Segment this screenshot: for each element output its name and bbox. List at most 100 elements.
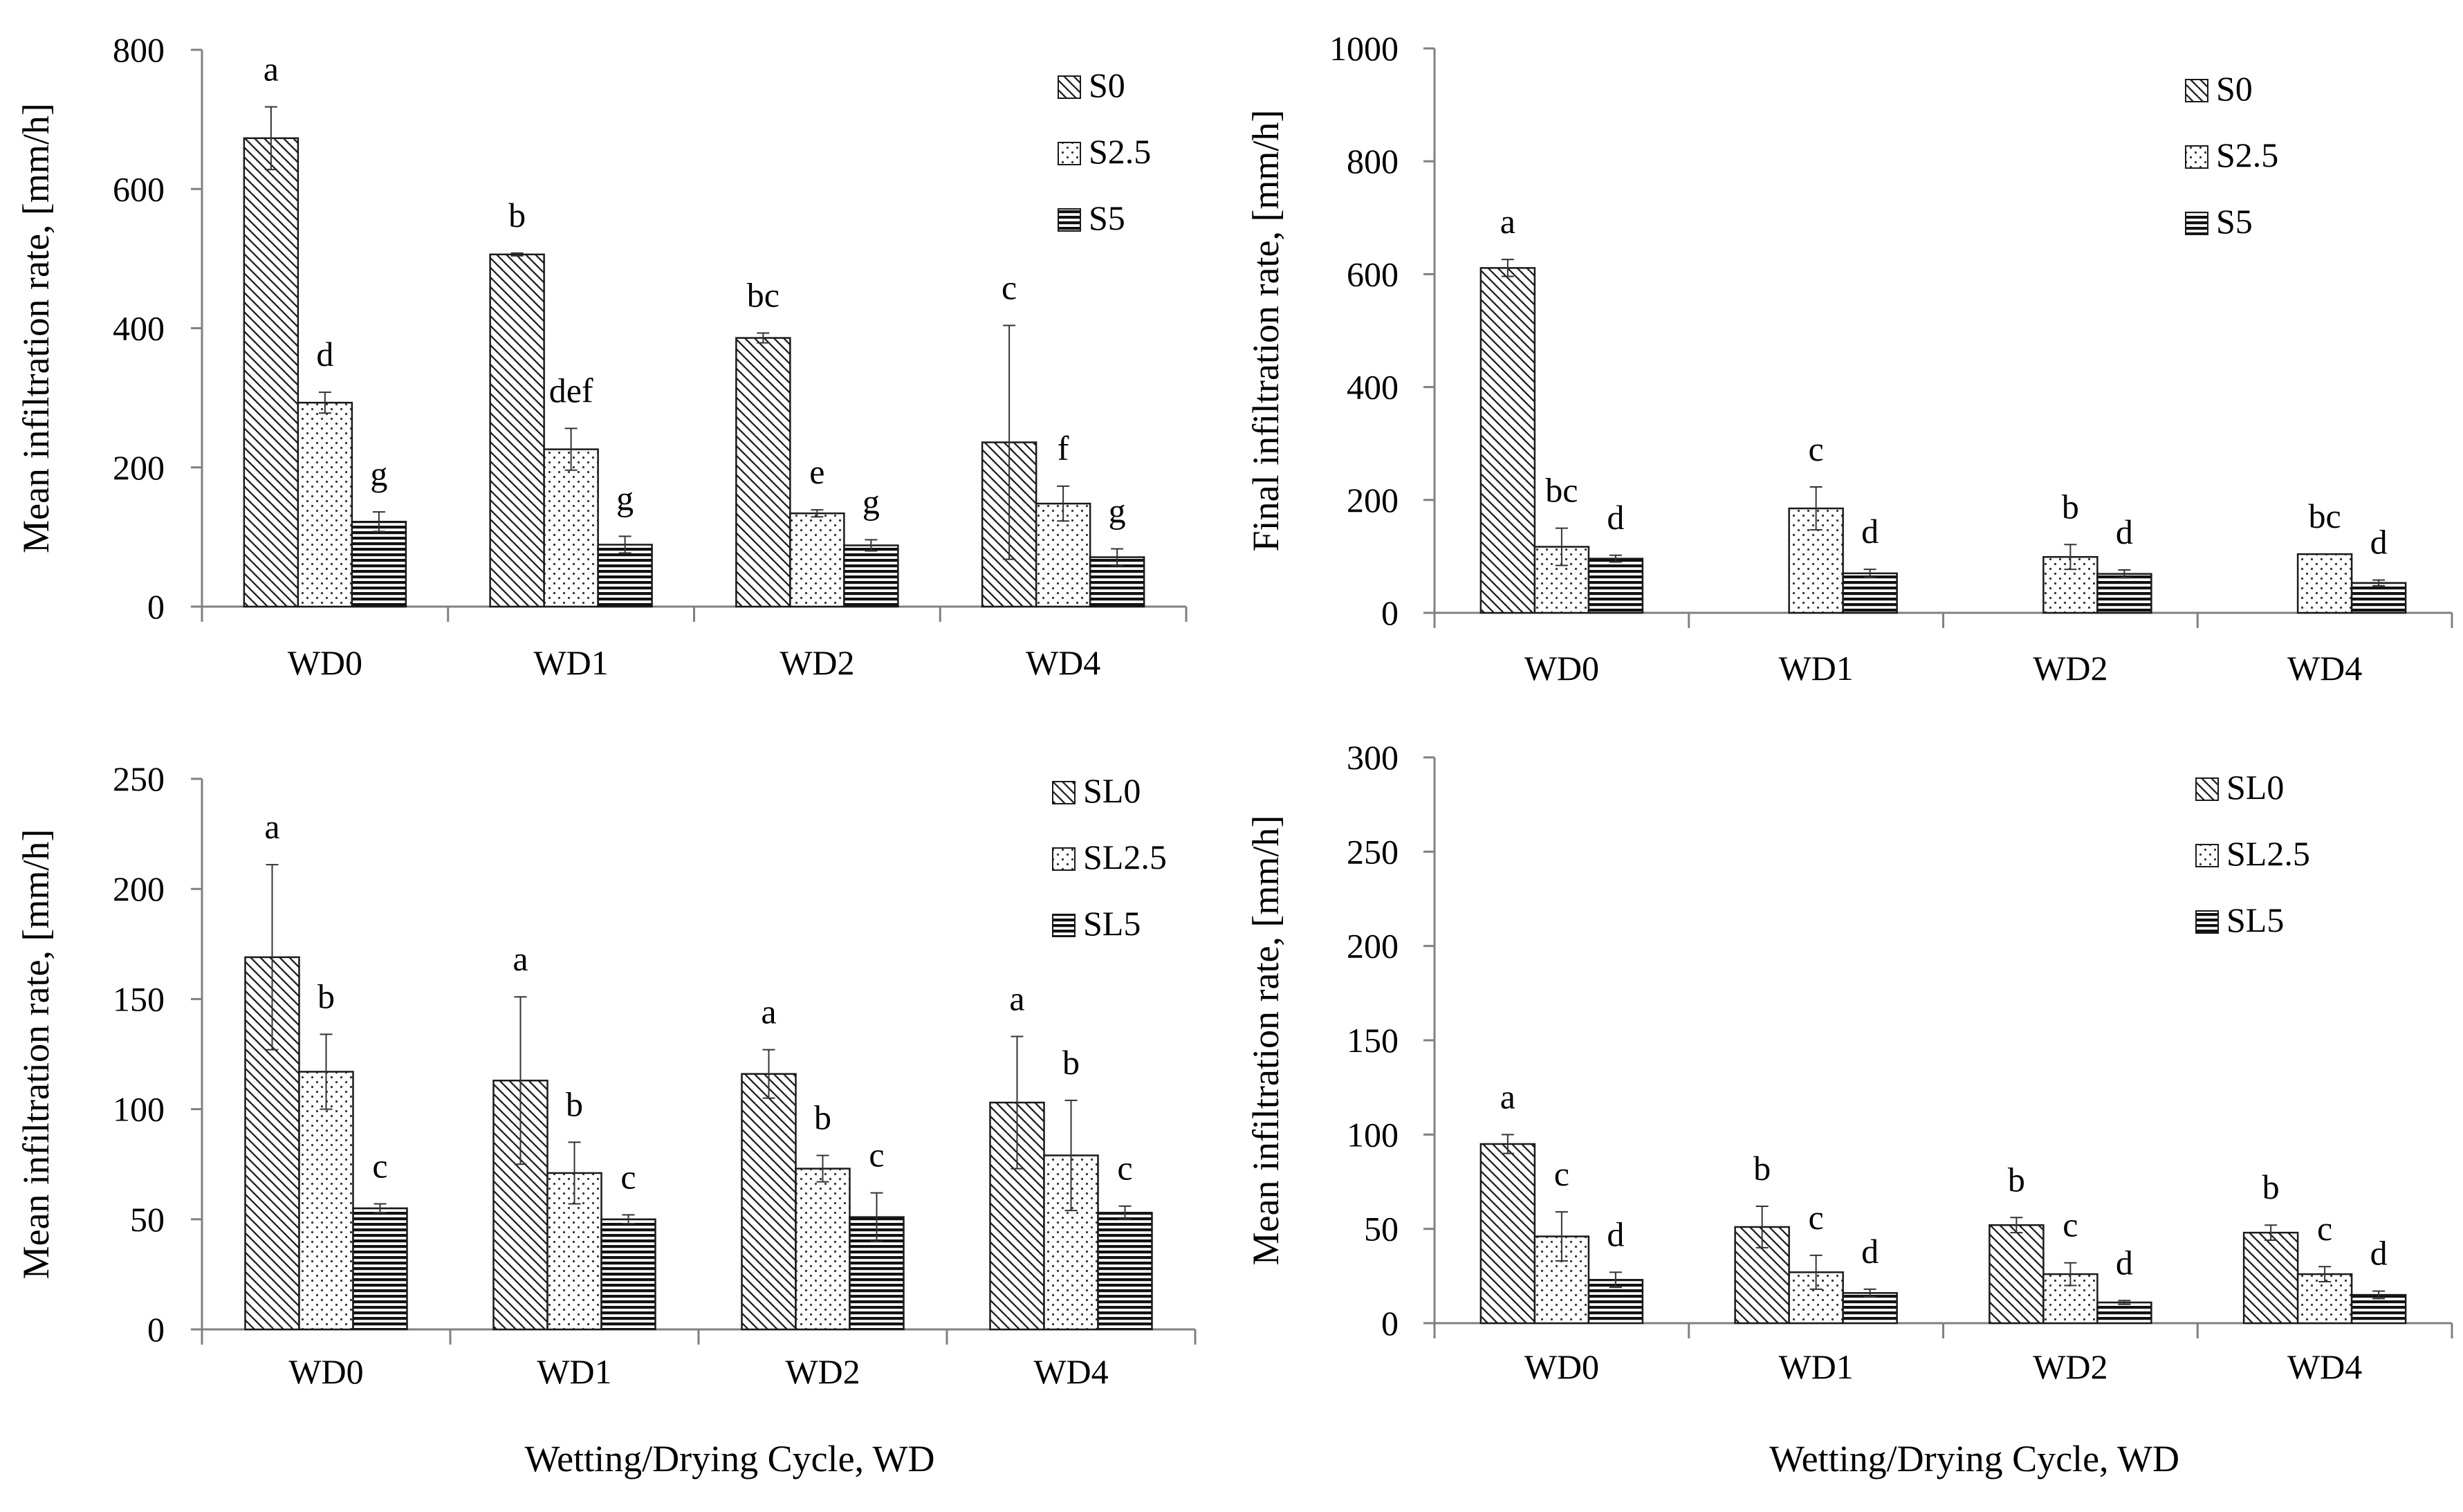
significance-letter: d xyxy=(1607,498,1624,537)
bar-SL5-WD4 xyxy=(2350,1293,2407,1325)
bar-S0-WD0 xyxy=(1479,267,1536,614)
significance-letter: d xyxy=(2116,1243,2133,1282)
significance-letter: def xyxy=(549,371,593,409)
significance-letter: g xyxy=(616,479,634,517)
significance-letter: b xyxy=(2062,487,2079,526)
x-tick-label: WD2 xyxy=(2033,1347,2107,1386)
significance-letter: d xyxy=(316,335,333,374)
legend-label-SL2.5: SL2.5 xyxy=(1083,838,1167,876)
y-tick-label: 800 xyxy=(1347,142,1399,181)
significance-letter: b xyxy=(317,977,335,1015)
significance-letter: b xyxy=(508,196,526,234)
chart-panel-top-right: 0 200 400 600 800 1000 WD0 WD1 WD2 WD4 Final infil… xyxy=(1245,29,2453,688)
x-tick-label: WD0 xyxy=(288,1352,363,1391)
y-tick-label: 250 xyxy=(113,759,165,798)
bar-SL5-WD1 xyxy=(1842,1292,1898,1325)
significance-letter: c xyxy=(2317,1209,2332,1248)
significance-letter: d xyxy=(1607,1215,1624,1253)
bar-SL0-WD2 xyxy=(741,1073,797,1331)
x-tick-label: WD4 xyxy=(2287,1347,2362,1386)
y-tick-label: 1000 xyxy=(1329,29,1399,68)
legend-swatch-S2.5 xyxy=(2185,145,2208,169)
y-axis-title: Mean infiltration rate, [mm/h] xyxy=(15,829,57,1280)
x-tick-label: WD1 xyxy=(1778,1347,1853,1386)
significance-letter: b xyxy=(1753,1149,1771,1188)
significance-letter: b xyxy=(814,1098,831,1136)
x-tick-label: WD4 xyxy=(1026,643,1100,682)
y-tick-label: 50 xyxy=(130,1200,165,1239)
y-tick-label: 600 xyxy=(1347,255,1399,293)
significance-letter: d xyxy=(1861,512,1879,551)
chart-panel-top-left: 0 200 400 600 800 WD0 WD1 WD2 WD4 Mean infiltrati… xyxy=(15,30,1188,682)
bar-S5-WD1 xyxy=(1842,572,1898,614)
y-tick-label: 200 xyxy=(1347,927,1399,966)
x-tick-label: WD2 xyxy=(780,643,854,682)
bar-S2.5-WD2 xyxy=(789,512,845,608)
significance-letter: c xyxy=(1002,268,1017,306)
significance-letter: a xyxy=(1500,1077,1515,1116)
y-tick-label: 600 xyxy=(113,169,165,208)
bar-SL5-WD4 xyxy=(1097,1211,1153,1331)
bar-S2.5-WD4 xyxy=(2296,553,2353,614)
x-tick-label: WD4 xyxy=(1033,1352,1108,1391)
significance-letter: c xyxy=(1809,1198,1824,1237)
bar-S5-WD1 xyxy=(597,544,653,608)
y-axis-title: Mean infiltration rate, [mm/h] xyxy=(15,103,57,553)
bar-S5-WD0 xyxy=(351,520,407,608)
legend-label-S0: S0 xyxy=(2216,69,2253,108)
y-tick-label: 50 xyxy=(1364,1210,1399,1248)
significance-letter: a xyxy=(264,807,279,846)
significance-letter: c xyxy=(372,1147,387,1186)
significance-letter: f xyxy=(1058,429,1069,468)
bar-S0-WD0 xyxy=(243,137,299,608)
bar-SL5-WD1 xyxy=(600,1218,656,1331)
bar-S2.5-WD1 xyxy=(543,448,599,608)
y-tick-label: 800 xyxy=(113,30,165,69)
x-tick-label: WD1 xyxy=(533,643,608,682)
legend-swatch-S0 xyxy=(1058,75,1081,99)
significance-letter: g xyxy=(862,482,880,521)
significance-letter: a xyxy=(1500,202,1515,241)
significance-letter: c xyxy=(620,1157,636,1196)
legend-swatch-S5 xyxy=(2185,212,2208,235)
x-tick-label: WD2 xyxy=(785,1352,860,1391)
bar-SL2.5-WD0 xyxy=(298,1071,354,1331)
significance-letter: a xyxy=(513,939,528,978)
significance-letter: b xyxy=(2008,1160,2025,1199)
significance-letter: b xyxy=(566,1085,583,1123)
y-tick-label: 0 xyxy=(1381,1304,1399,1343)
legend-swatch-SL5 xyxy=(1052,914,1076,937)
bar-S5-WD2 xyxy=(843,544,899,608)
significance-letter: c xyxy=(1809,430,1824,468)
significance-letter: a xyxy=(1009,979,1024,1018)
bar-SL5-WD2 xyxy=(2096,1301,2152,1325)
significance-letter: bc xyxy=(2309,497,2341,535)
x-tick-label: WD0 xyxy=(288,643,362,682)
significance-letter: b xyxy=(1062,1043,1080,1082)
significance-letter: d xyxy=(2116,513,2133,551)
legend-swatch-S2.5 xyxy=(1058,142,1081,165)
legend-label-S2.5: S2.5 xyxy=(1089,132,1151,171)
legend-swatch-SL2.5 xyxy=(2195,844,2219,867)
x-tick-label: WD2 xyxy=(2033,649,2107,688)
y-tick-label: 100 xyxy=(1347,1115,1399,1154)
y-tick-label: 300 xyxy=(1347,738,1399,777)
y-axis-title: Mean infiltration rate, [mm/h] xyxy=(1245,815,1286,1266)
x-tick-label: WD0 xyxy=(1524,649,1599,688)
x-axis-title: Wetting/Drying Cycle, WD xyxy=(524,1438,934,1479)
chart-panel-bottom-right: 0 50 100 150 200 250 300 WD0 WD1 WD2 WD4 Mean infil… xyxy=(1245,738,2453,1479)
bar-SL2.5-WD2 xyxy=(795,1168,851,1331)
legend-label-SL0: SL0 xyxy=(1083,771,1141,810)
significance-letter: a xyxy=(264,50,279,89)
bar-S5-WD4 xyxy=(2350,582,2407,614)
significance-letter: b xyxy=(2262,1168,2280,1206)
x-tick-label: WD1 xyxy=(1778,649,1853,688)
bar-S5-WD2 xyxy=(2096,573,2152,614)
significance-letter: c xyxy=(1117,1149,1132,1188)
bar-SL0-WD2 xyxy=(1989,1224,2045,1325)
bar-S0-WD2 xyxy=(735,337,791,608)
legend-label-S5: S5 xyxy=(2216,202,2253,241)
significance-letter: e xyxy=(809,452,824,491)
